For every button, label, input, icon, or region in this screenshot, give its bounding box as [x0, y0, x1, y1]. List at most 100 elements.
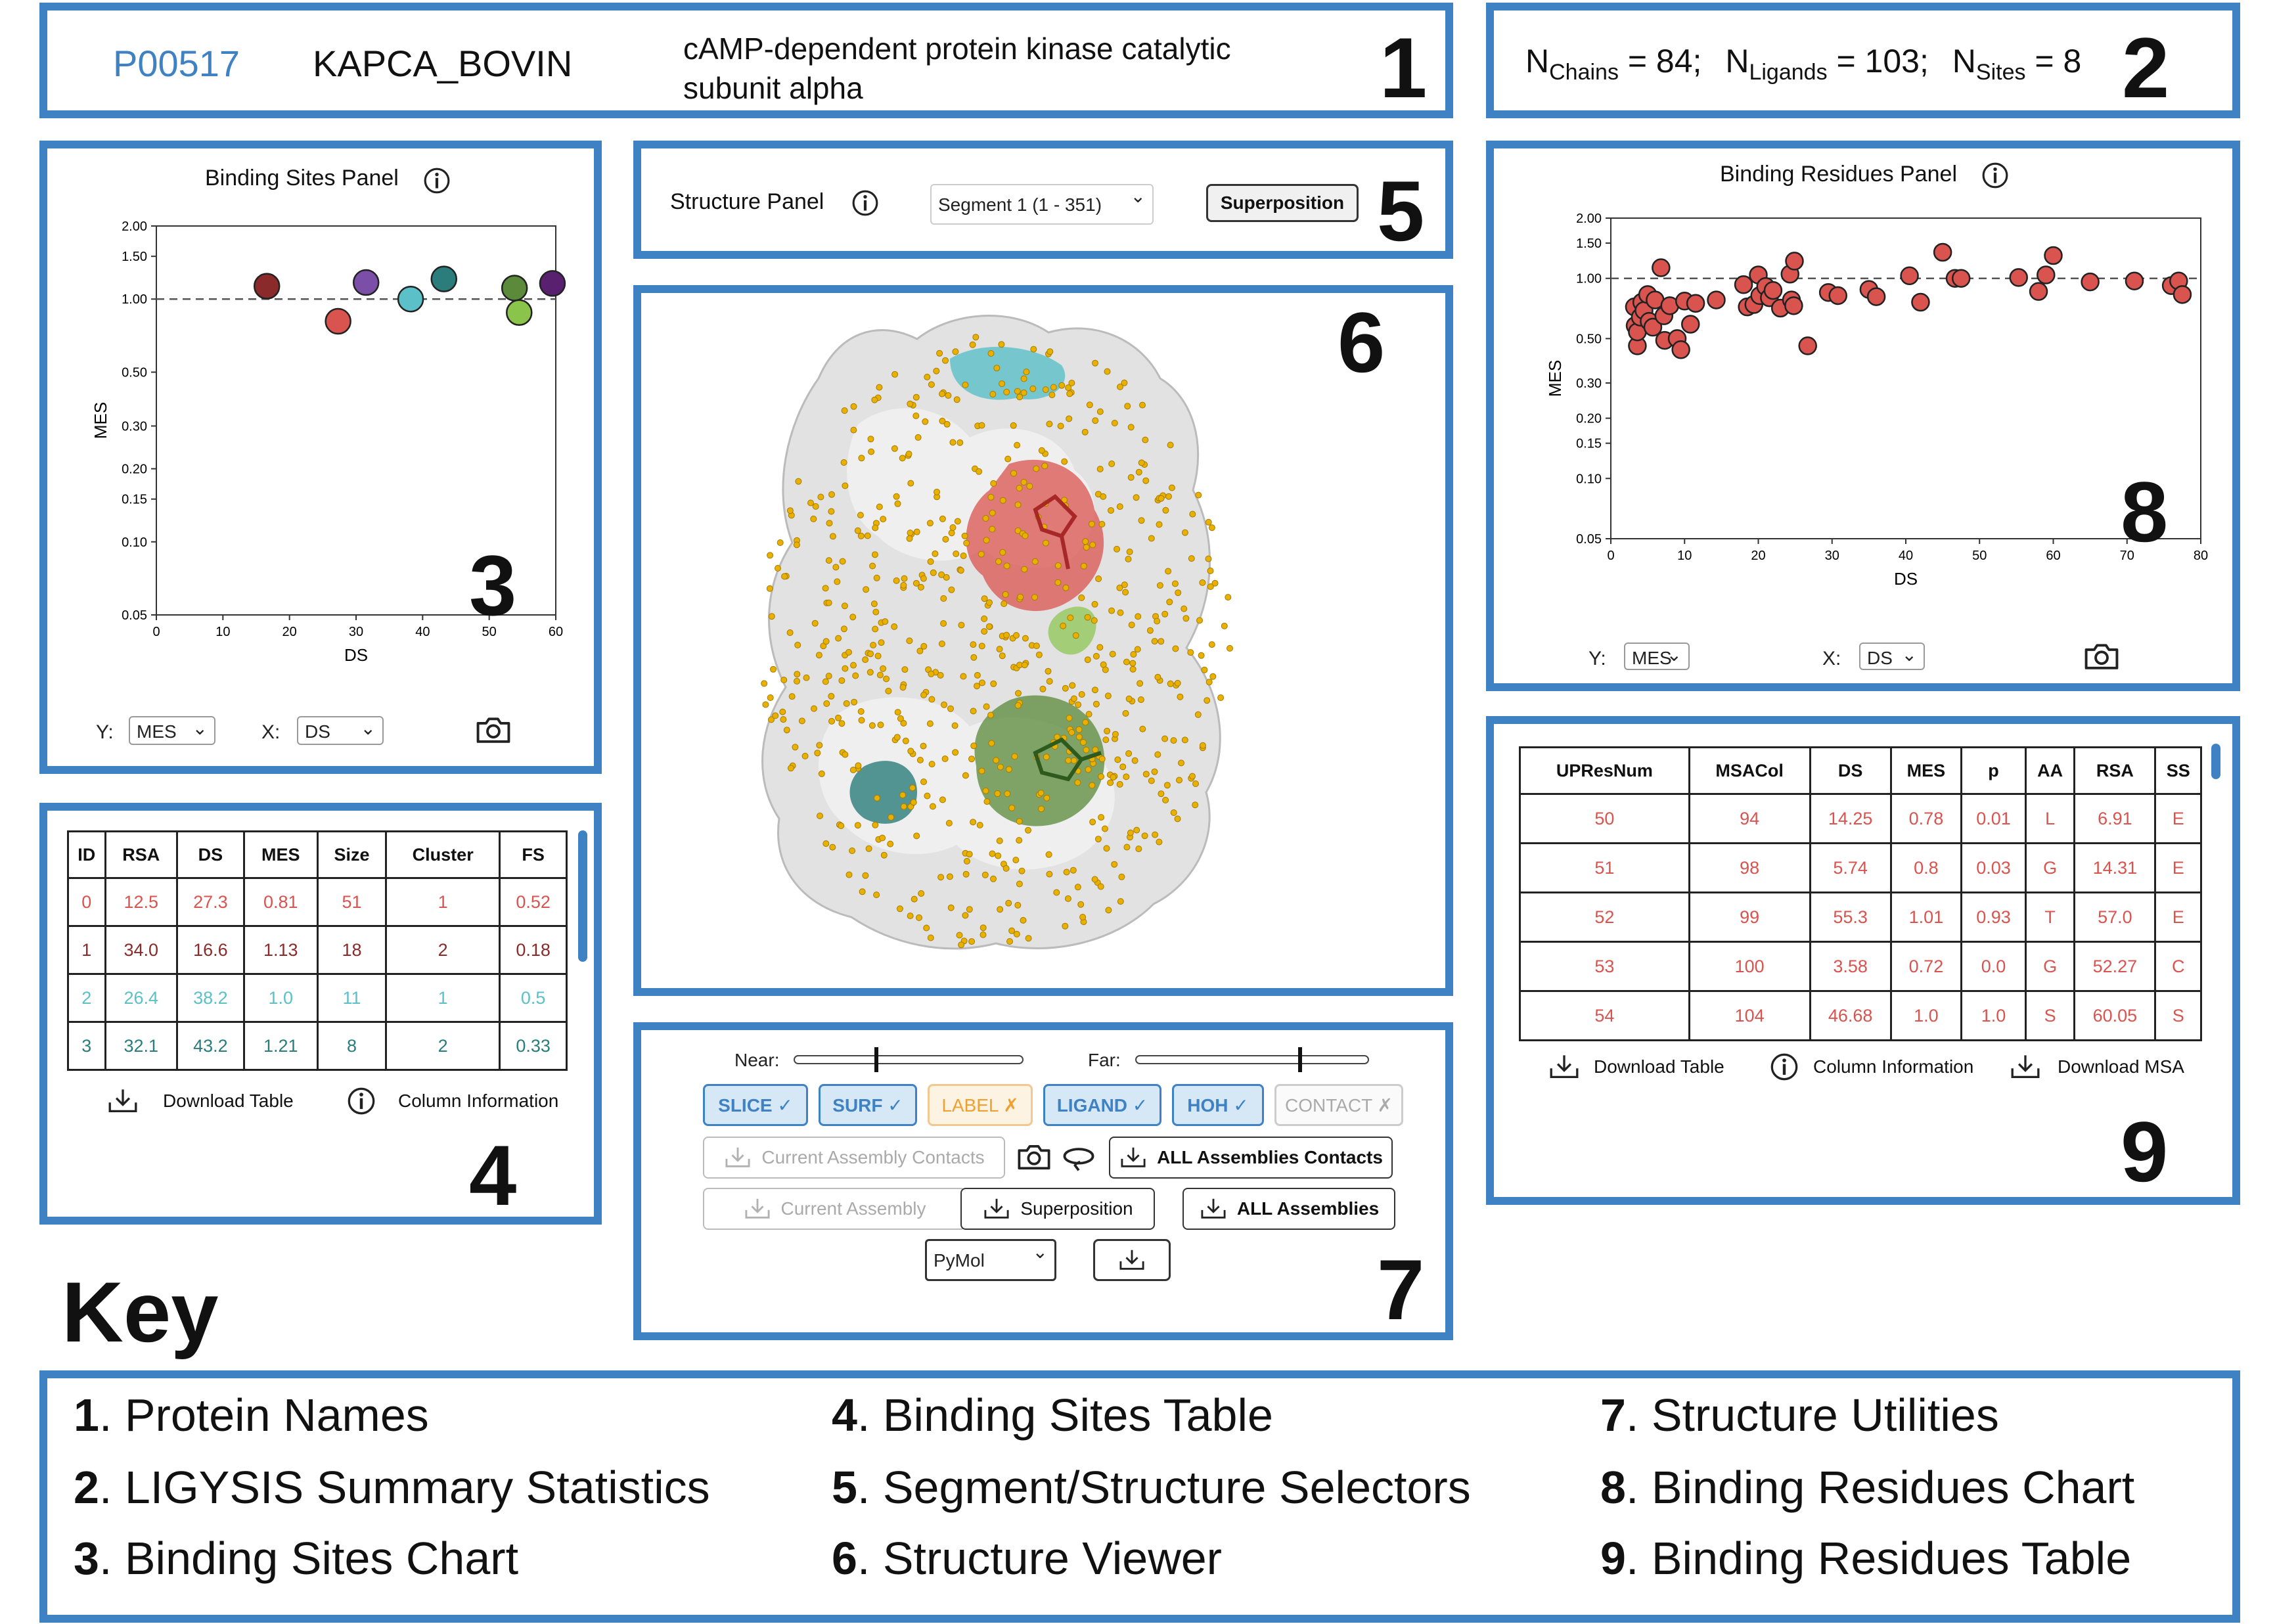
- data-point[interactable]: [325, 307, 351, 335]
- data-point[interactable]: [2081, 272, 2100, 292]
- info-icon[interactable]: [347, 1087, 376, 1116]
- all-assemblies-button[interactable]: ALL Assemblies: [1183, 1188, 1395, 1230]
- far-slider-thumb[interactable]: [1298, 1047, 1303, 1072]
- current-assembly-button[interactable]: Current Assembly: [703, 1188, 966, 1230]
- column-header[interactable]: DS: [176, 830, 245, 879]
- table-row[interactable]: 51 98 5.74 0.8 0.03 G 14.31 E: [1519, 842, 2202, 893]
- data-point[interactable]: [1784, 296, 1803, 315]
- toggle-surf[interactable]: SURF ✓: [819, 1084, 917, 1126]
- toggle-contact[interactable]: CONTACT ✗: [1274, 1084, 1403, 1126]
- info-icon[interactable]: [1981, 162, 2009, 189]
- protein-structure-render[interactable]: 6: [641, 293, 1445, 988]
- data-point[interactable]: [1763, 281, 1783, 300]
- data-point[interactable]: [1707, 290, 1726, 309]
- data-point[interactable]: [1686, 294, 1705, 313]
- accession-link[interactable]: P00517: [113, 43, 240, 84]
- download-msa-link[interactable]: Download MSA: [2058, 1056, 2184, 1077]
- column-header[interactable]: MES: [1889, 746, 1963, 795]
- y-axis-select[interactable]: MES: [1624, 643, 1690, 670]
- data-point[interactable]: [1911, 292, 1930, 312]
- data-point[interactable]: [430, 265, 458, 292]
- table-row[interactable]: 2 26.4 38.2 1.0 11 1 0.5: [67, 973, 568, 1023]
- spin-icon[interactable]: [1060, 1143, 1097, 1172]
- data-point[interactable]: [1900, 266, 1919, 286]
- download-table-link[interactable]: Download Table: [163, 1091, 294, 1111]
- data-point[interactable]: [1933, 242, 1952, 262]
- session-format-select[interactable]: PyMol: [925, 1239, 1056, 1281]
- table-row[interactable]: 50 94 14.25 0.78 0.01 L 6.91 E: [1519, 793, 2202, 844]
- table-scrollbar[interactable]: [578, 830, 587, 962]
- data-point[interactable]: [2009, 268, 2028, 287]
- column-header[interactable]: FS: [499, 830, 568, 879]
- x-axis-select[interactable]: DS: [297, 716, 384, 745]
- download-icon[interactable]: [1548, 1052, 1581, 1081]
- column-header[interactable]: ID: [67, 830, 106, 879]
- data-point[interactable]: [2029, 282, 2048, 301]
- camera-icon[interactable]: [474, 715, 512, 745]
- column-header[interactable]: RSA: [2073, 746, 2157, 795]
- data-point[interactable]: [1798, 336, 1817, 355]
- toggle-hoh[interactable]: HOH ✓: [1172, 1084, 1264, 1126]
- toggle-label[interactable]: LABEL ✗: [928, 1084, 1033, 1126]
- data-point[interactable]: [1951, 269, 1971, 288]
- table-row[interactable]: 3 32.1 43.2 1.21 8 2 0.33: [67, 1021, 568, 1071]
- table-row[interactable]: 1 34.0 16.6 1.13 18 2 0.18: [67, 925, 568, 975]
- column-header[interactable]: p: [1960, 746, 2027, 795]
- near-slider-thumb[interactable]: [874, 1047, 879, 1072]
- data-point[interactable]: [397, 285, 424, 313]
- data-point[interactable]: [1785, 252, 1804, 271]
- data-point[interactable]: [2173, 285, 2192, 304]
- all-assemblies-contacts-button[interactable]: ALL Assemblies Contacts: [1109, 1137, 1393, 1179]
- toggle-ligand[interactable]: LIGAND ✓: [1043, 1084, 1161, 1126]
- current-assembly-contacts-button[interactable]: Current Assembly Contacts: [703, 1137, 1005, 1179]
- column-header[interactable]: AA: [2024, 746, 2076, 795]
- column-information-link[interactable]: Column Information: [398, 1091, 559, 1111]
- data-point[interactable]: [1652, 258, 1671, 277]
- data-point[interactable]: [2037, 265, 2056, 284]
- download-icon[interactable]: [2009, 1052, 2042, 1081]
- table-row[interactable]: 0 12.5 27.3 0.81 51 1 0.52: [67, 877, 568, 927]
- binding-sites-chart[interactable]: 0.05 0.10 0.15 0.20 0.30 0.50 1.00 1.50 2.00 0 10 2…: [47, 201, 594, 674]
- data-point[interactable]: [2044, 246, 2063, 265]
- column-header[interactable]: DS: [1809, 746, 1892, 795]
- data-point[interactable]: [1734, 275, 1753, 294]
- data-point[interactable]: [352, 269, 380, 296]
- column-header[interactable]: MES: [242, 830, 319, 879]
- column-header[interactable]: UPResNum: [1519, 746, 1690, 795]
- binding-residues-chart[interactable]: 0.05 0.10 0.15 0.20 0.30 0.50 1.00 1.50 2.00 0 10 2…: [1494, 194, 2232, 615]
- data-point[interactable]: [253, 273, 281, 300]
- table-scrollbar[interactable]: [2211, 744, 2220, 779]
- info-icon[interactable]: [423, 167, 451, 194]
- column-header[interactable]: Size: [316, 830, 388, 879]
- data-point[interactable]: [1828, 286, 1847, 305]
- info-icon[interactable]: [851, 189, 879, 217]
- far-slider[interactable]: [1135, 1047, 1369, 1072]
- structure-viewer-panel[interactable]: 6: [633, 285, 1453, 996]
- table-row[interactable]: 52 99 55.3 1.01 0.93 T 57.0 E: [1519, 891, 2202, 943]
- column-header[interactable]: Cluster: [385, 830, 501, 879]
- table-row[interactable]: 54 104 46.68 1.0 1.0 S 60.05 S: [1519, 990, 2202, 1041]
- camera-icon[interactable]: [2083, 641, 2121, 671]
- column-header[interactable]: MSACol: [1688, 746, 1811, 795]
- column-header[interactable]: SS: [2154, 746, 2202, 795]
- data-point[interactable]: [1671, 340, 1690, 359]
- near-slider[interactable]: [794, 1047, 1024, 1072]
- superposition-download-button[interactable]: Superposition: [960, 1188, 1155, 1230]
- toggle-slice[interactable]: SLICE ✓: [703, 1084, 808, 1126]
- download-table-link[interactable]: Download Table: [1594, 1056, 1724, 1077]
- data-point[interactable]: [501, 275, 528, 302]
- camera-icon[interactable]: [1016, 1142, 1052, 1172]
- y-axis-select[interactable]: MES: [129, 716, 215, 745]
- data-point[interactable]: [2125, 271, 2144, 290]
- x-axis-select[interactable]: DS: [1859, 643, 1925, 670]
- segment-select[interactable]: Segment 1 (1 - 351): [930, 184, 1154, 225]
- download-icon[interactable]: [106, 1087, 139, 1116]
- superposition-button[interactable]: Superposition: [1206, 184, 1359, 222]
- data-point[interactable]: [1680, 315, 1700, 334]
- download-session-button[interactable]: [1093, 1239, 1171, 1281]
- data-point[interactable]: [506, 299, 533, 327]
- column-information-link[interactable]: Column Information: [1813, 1056, 1974, 1077]
- info-icon[interactable]: [1770, 1052, 1799, 1081]
- data-point[interactable]: [539, 270, 566, 297]
- column-header[interactable]: RSA: [104, 830, 179, 879]
